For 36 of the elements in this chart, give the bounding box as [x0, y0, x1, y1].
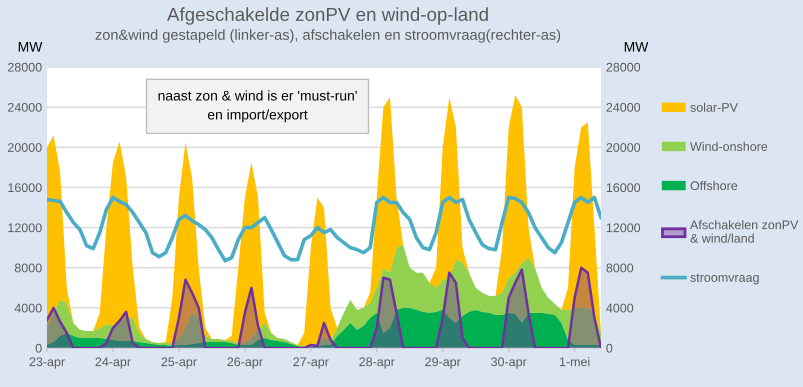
y2-tick-label: 24000: [606, 102, 640, 112]
y2-tick-label: 4000: [606, 304, 634, 313]
legend-label: stroomvraag: [690, 274, 759, 284]
y-tick-label: 20000: [8, 143, 42, 152]
y2-axis-title: MW: [624, 42, 648, 52]
x-tick-label: 27-apr: [293, 357, 329, 369]
chart-title: Afgeschakelde zonPV en wind-op-land: [167, 7, 488, 25]
y-tick-label: 16000: [8, 183, 42, 192]
x-tick-label: 24-apr: [96, 357, 131, 369]
y-axis-title: MW: [18, 42, 42, 52]
x-tick-label: 26-apr: [227, 357, 263, 369]
x-tick-label: 29-apr: [425, 357, 461, 369]
y2-tick-label: 8000: [606, 264, 634, 272]
x-tick-label: 1-mei: [560, 357, 590, 366]
legend-label: Offshore: [690, 180, 738, 190]
y2-tick-label: 12000: [606, 223, 640, 232]
x-tick-label: 28-apr: [359, 357, 395, 369]
x-tick-label: 30-apr: [491, 357, 527, 369]
y2-tick-label: 20000: [606, 143, 640, 152]
line-series: [47, 196, 601, 262]
y-tick-label: 8000: [14, 264, 42, 272]
y-tick-label: 0: [36, 344, 42, 353]
y2-tick-label: 28000: [606, 62, 640, 72]
legend-label: solar-PV: [690, 102, 738, 112]
y-tick-label: 28000: [8, 62, 42, 72]
y-tick-label: 12000: [8, 223, 42, 232]
legend-label: Wind-onshore: [690, 142, 768, 151]
y2-tick-label: 16000: [606, 183, 640, 192]
annotation: naast zon & wind is er 'must-run' en import/export: [158, 90, 357, 122]
x-tick-label: 25-apr: [161, 357, 197, 369]
y-tick-label: 4000: [14, 304, 42, 313]
y2-tick-label: 0: [606, 344, 612, 353]
x-tick-label: 23-apr: [30, 357, 65, 369]
y-tick-label: 24000: [8, 102, 42, 112]
chart-subtitle: zon&wind gestapeld (linker-as), afschakelen en stroomvraag(rechter-as): [96, 29, 560, 43]
legend-label: Afschakelen zonPV & wind/land: [690, 220, 798, 243]
